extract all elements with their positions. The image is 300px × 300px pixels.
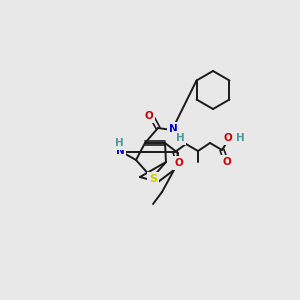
Text: N: N — [169, 124, 177, 134]
Text: O: O — [223, 157, 231, 167]
Text: H: H — [176, 133, 184, 143]
Text: O: O — [224, 133, 232, 143]
Text: O: O — [145, 111, 153, 121]
Text: H: H — [236, 133, 244, 143]
Text: N: N — [116, 146, 124, 156]
Text: O: O — [175, 158, 183, 168]
Text: H: H — [115, 138, 123, 148]
Text: S: S — [149, 174, 157, 184]
